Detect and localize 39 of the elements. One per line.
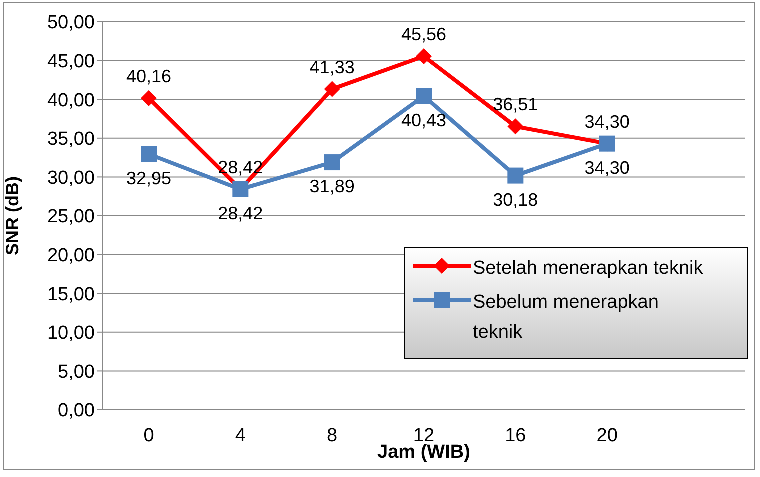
x-tick-label: 0 — [144, 425, 154, 446]
data-label: 41,33 — [310, 57, 355, 78]
data-label: 40,16 — [126, 66, 172, 86]
data-label: 31,89 — [310, 176, 355, 197]
point — [508, 168, 524, 184]
y-tick-label: 50,00 — [47, 12, 95, 34]
x-axis-title: Jam (WIB) — [378, 442, 470, 463]
y-tick-label: 10,00 — [47, 323, 95, 344]
y-tick-label: 20,00 — [47, 246, 95, 267]
x-tick-label: 8 — [327, 425, 338, 446]
data-label: 45,56 — [401, 24, 447, 44]
x-tick-label: 20 — [596, 425, 618, 446]
point — [141, 90, 157, 106]
y-tick-label: 0,00 — [58, 400, 95, 422]
point — [324, 154, 340, 171]
x-tick-label: 4 — [235, 425, 246, 446]
y-tick-label: 40,00 — [47, 90, 95, 112]
x-tick-label: 16 — [505, 425, 526, 446]
point — [416, 48, 432, 64]
data-label: 32,95 — [126, 168, 172, 188]
data-label: 34,30 — [584, 158, 630, 178]
point — [324, 81, 340, 98]
y-axis-title: SNR (dB) — [2, 176, 22, 256]
data-label: 40,43 — [401, 110, 447, 130]
legend-label: Setelah menerapkan teknik — [473, 257, 704, 281]
data-label: 30,18 — [493, 190, 538, 210]
y-tick-label: 5,00 — [58, 362, 95, 383]
point — [141, 146, 157, 162]
y-tick-label: 15,00 — [47, 284, 95, 306]
y-tick-label: 45,00 — [47, 52, 95, 73]
y-tick-label: 35,00 — [47, 129, 95, 150]
y-tick-label: 25,00 — [47, 206, 95, 228]
data-label: 34,30 — [584, 112, 630, 132]
data-label: 28,42 — [218, 203, 264, 224]
y-tick-label: 30,00 — [47, 168, 95, 189]
legend-label: Sebelum menerapkan teknik — [473, 291, 660, 345]
point — [416, 88, 432, 104]
data-label: 36,51 — [493, 94, 538, 115]
point — [508, 118, 524, 135]
